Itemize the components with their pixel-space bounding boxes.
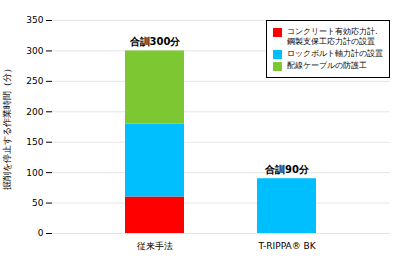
svg-text:100: 100 — [26, 168, 43, 178]
svg-text:0: 0 — [38, 228, 44, 238]
svg-text:200: 200 — [26, 107, 43, 117]
svg-text:150: 150 — [26, 137, 43, 147]
svg-text:従来手法: 従来手法 — [137, 241, 173, 251]
svg-text:合訓90分: 合訓90分 — [264, 164, 310, 175]
svg-text:50: 50 — [32, 198, 44, 208]
html-text:配線ケーブルの防護工: 配線ケーブルの防護工 — [287, 61, 367, 70]
html-text:コンクリート有効応力計. 鋼製支保工応力計の設置: コンクリート有効応力計. 鋼製支保工応力計の設置 — [287, 27, 378, 46]
html-text:ロックボルト軸力計の設置: ロックボルト軸力計の設置 — [287, 49, 383, 58]
svg-text:300: 300 — [26, 46, 43, 56]
svg-text:合訓300分: 合訓300分 — [129, 36, 182, 47]
svg-text:掘削を停止する作業時間（分）: 掘削を停止する作業時間（分） — [2, 64, 12, 190]
svg-text:250: 250 — [26, 76, 43, 86]
svg-text:T-RIPPA® BK: T-RIPPA® BK — [257, 241, 316, 251]
svg-text:350: 350 — [26, 15, 43, 25]
